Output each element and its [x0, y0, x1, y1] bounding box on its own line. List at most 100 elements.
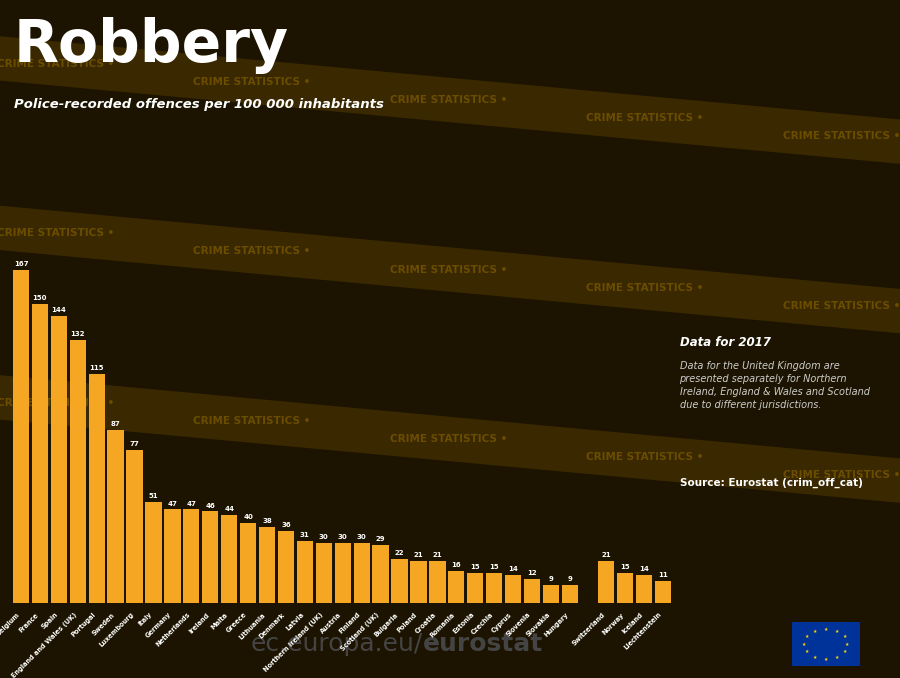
Text: CRIME STATISTICS •: CRIME STATISTICS •: [586, 283, 707, 293]
Text: Belgium: Belgium: [0, 612, 21, 637]
Text: Spain: Spain: [40, 612, 58, 631]
Bar: [221, 515, 238, 603]
Text: 38: 38: [262, 519, 272, 525]
Text: Greece: Greece: [225, 612, 248, 634]
Text: Austria: Austria: [320, 612, 343, 635]
Text: Slovenia: Slovenia: [506, 612, 532, 638]
Text: Finland: Finland: [338, 612, 362, 635]
Text: CRIME STATISTICS •: CRIME STATISTICS •: [390, 95, 510, 105]
Text: ★: ★: [834, 629, 839, 634]
Text: Source: Eurostat (crim_off_cat): Source: Eurostat (crim_off_cat): [680, 478, 862, 488]
Bar: [164, 509, 181, 603]
Text: ★: ★: [842, 634, 847, 639]
Bar: [617, 574, 634, 603]
Text: 21: 21: [414, 553, 423, 559]
Text: CRIME STATISTICS •: CRIME STATISTICS •: [783, 132, 900, 141]
Text: 144: 144: [51, 306, 67, 313]
Bar: [354, 544, 370, 603]
Text: 115: 115: [89, 365, 104, 371]
Bar: [297, 542, 313, 603]
Text: 21: 21: [601, 553, 611, 559]
Bar: [316, 544, 332, 603]
Bar: [184, 509, 200, 603]
Text: Germany: Germany: [144, 612, 173, 639]
Text: 30: 30: [338, 534, 347, 540]
Text: Portugal: Portugal: [70, 612, 96, 638]
Text: Liechtenstein: Liechtenstein: [624, 612, 663, 651]
Bar: [0, 33, 900, 167]
Text: 46: 46: [205, 502, 215, 508]
Text: Bulgaria: Bulgaria: [374, 612, 400, 637]
Text: Iceland: Iceland: [621, 612, 644, 635]
Text: 9: 9: [548, 576, 554, 582]
Text: 51: 51: [148, 492, 158, 498]
Text: ★: ★: [834, 654, 839, 660]
Bar: [278, 532, 294, 603]
Bar: [50, 316, 67, 603]
Text: 29: 29: [376, 536, 385, 542]
Text: 47: 47: [186, 500, 196, 506]
Bar: [69, 340, 86, 603]
Text: 31: 31: [300, 532, 310, 538]
Text: 14: 14: [639, 566, 649, 572]
Bar: [429, 561, 445, 603]
Text: Northern Ireland (UK): Northern Ireland (UK): [262, 612, 324, 673]
Text: eurostat: eurostat: [423, 632, 544, 656]
Bar: [543, 585, 559, 603]
Text: Netherlands: Netherlands: [155, 612, 192, 648]
Bar: [392, 559, 408, 603]
Text: 15: 15: [620, 565, 630, 570]
Text: 77: 77: [130, 441, 140, 447]
Text: Scotland (UK): Scotland (UK): [340, 612, 381, 652]
Bar: [335, 544, 351, 603]
Text: Hungary: Hungary: [544, 612, 570, 638]
Bar: [636, 576, 652, 603]
Text: Slovakia: Slovakia: [525, 612, 551, 638]
Text: 14: 14: [508, 566, 518, 572]
Text: Croatia: Croatia: [414, 612, 437, 635]
Bar: [202, 511, 219, 603]
Text: England and Wales (UK): England and Wales (UK): [11, 612, 77, 678]
Text: 21: 21: [433, 553, 442, 559]
Text: Lithuania: Lithuania: [238, 612, 267, 640]
Bar: [655, 582, 671, 603]
Text: Sweden: Sweden: [91, 612, 115, 636]
Text: Police-recorded offences per 100 000 inhabitants: Police-recorded offences per 100 000 inh…: [14, 98, 383, 111]
Text: Estonia: Estonia: [452, 612, 475, 635]
Text: ec.europa.eu/: ec.europa.eu/: [251, 632, 423, 656]
Text: ★: ★: [842, 649, 847, 654]
Text: France: France: [18, 612, 40, 633]
Text: CRIME STATISTICS •: CRIME STATISTICS •: [586, 452, 707, 462]
Text: 15: 15: [471, 565, 480, 570]
Text: Robbery: Robbery: [14, 17, 289, 74]
Bar: [792, 622, 860, 666]
Bar: [145, 502, 162, 603]
Bar: [88, 374, 104, 603]
Text: 11: 11: [658, 572, 668, 578]
Bar: [240, 523, 256, 603]
Text: 22: 22: [395, 551, 404, 557]
Bar: [259, 527, 275, 603]
Text: CRIME STATISTICS •: CRIME STATISTICS •: [586, 113, 707, 123]
Bar: [524, 580, 540, 603]
Text: 36: 36: [281, 523, 291, 528]
Text: CRIME STATISTICS •: CRIME STATISTICS •: [193, 246, 314, 256]
Text: ★: ★: [805, 634, 809, 639]
Bar: [448, 572, 464, 603]
Text: CRIME STATISTICS •: CRIME STATISTICS •: [390, 264, 510, 275]
Bar: [373, 546, 389, 603]
Text: 16: 16: [452, 563, 461, 568]
Text: ★: ★: [813, 654, 817, 660]
Text: ★: ★: [845, 641, 850, 647]
Text: Poland: Poland: [396, 612, 418, 634]
Text: ★: ★: [813, 629, 817, 634]
Text: CRIME STATISTICS •: CRIME STATISTICS •: [193, 77, 314, 87]
Text: CRIME STATISTICS •: CRIME STATISTICS •: [0, 59, 117, 68]
Text: 30: 30: [319, 534, 328, 540]
Text: CRIME STATISTICS •: CRIME STATISTICS •: [783, 471, 900, 480]
Text: 150: 150: [32, 295, 47, 300]
Bar: [13, 270, 29, 603]
Bar: [410, 561, 427, 603]
Text: 40: 40: [243, 515, 253, 521]
Text: Denmark: Denmark: [258, 612, 286, 639]
